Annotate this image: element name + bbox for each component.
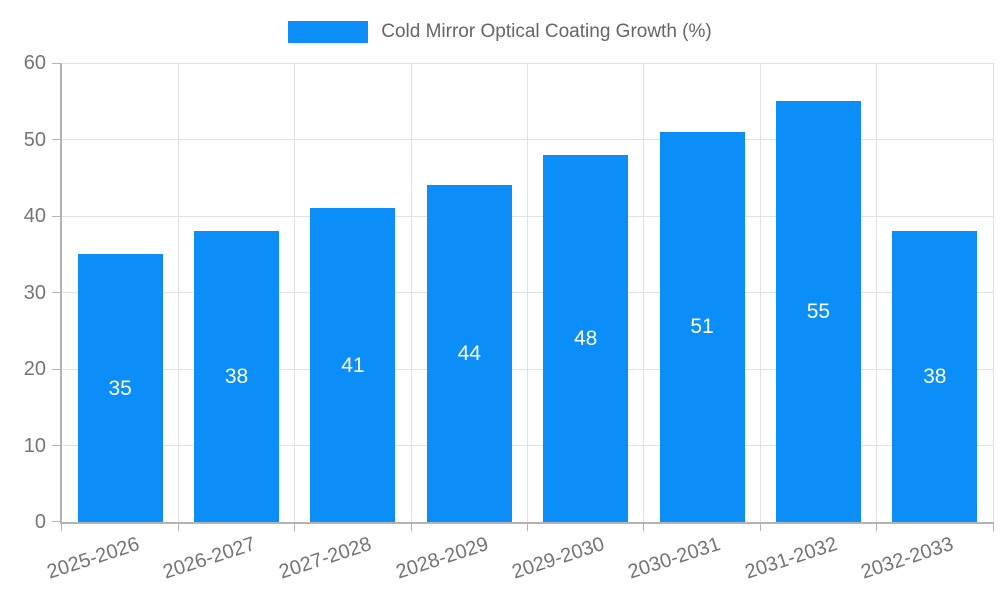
bar-value-label: 35: [108, 376, 132, 400]
y-axis-tick: [52, 368, 60, 370]
bar-value-label: 41: [341, 353, 365, 377]
bar: 55: [775, 101, 861, 522]
x-axis-tick: [876, 522, 878, 531]
gridline-vertical: [759, 63, 761, 522]
x-tick-label: 2025-2026: [43, 533, 142, 584]
x-tick-label: 2032-2033: [858, 533, 957, 584]
legend-label: Cold Mirror Optical Coating Growth (%): [381, 21, 712, 42]
bar-value-label: 48: [574, 326, 598, 350]
x-tick-label: 2029-2030: [509, 533, 608, 584]
plot-area: 35 38 41 44 48 51 55 38: [52, 63, 994, 531]
x-axis-tick: [60, 522, 62, 531]
bar: 44: [426, 185, 512, 522]
bar: 38: [892, 231, 978, 522]
bar-value-label: 51: [690, 315, 714, 339]
y-tick-label: 30: [23, 281, 46, 304]
y-tick-label: 0: [34, 511, 46, 533]
bar-value-label: 38: [923, 365, 947, 389]
y-tick-label: 20: [23, 358, 46, 380]
gridline-vertical: [527, 63, 528, 522]
y-axis-tick: [52, 63, 60, 64]
y-tick-label: 50: [23, 128, 46, 151]
x-tick-label: 2027-2028: [276, 533, 375, 584]
x-axis-tick: [759, 522, 761, 531]
gridline-vertical: [177, 63, 179, 522]
x-tick-label: 2026-2027: [160, 533, 259, 584]
gridline-vertical: [876, 63, 878, 522]
bar-value-label: 55: [806, 300, 831, 324]
x-tick-label: 2031-2032: [742, 533, 840, 584]
y-tick-label: 40: [23, 205, 46, 227]
x-axis-tick: [643, 522, 645, 531]
x-axis-tick: [992, 522, 994, 531]
y-axis-tick: [52, 215, 60, 217]
bar-value-label: 38: [224, 365, 249, 389]
y-axis-tick: [52, 139, 60, 140]
x-axis-tick: [177, 522, 179, 531]
y-axis-tick: [52, 445, 60, 446]
bar: 48: [543, 154, 629, 522]
x-axis-tick: [410, 522, 412, 531]
bar: 51: [659, 131, 745, 522]
y-tick-label: 10: [23, 434, 46, 457]
gridline-vertical: [643, 63, 645, 522]
y-axis-tick: [52, 521, 60, 522]
bar: 38: [194, 231, 280, 522]
legend: Cold Mirror Optical Coating Growth (%): [0, 20, 1000, 44]
x-axis-tick: [527, 522, 528, 531]
gridline-vertical: [294, 63, 296, 522]
y-axis-tick: [52, 292, 60, 293]
y-tick-label: 60: [23, 52, 46, 74]
x-tick-label: 2030-2031: [625, 533, 724, 584]
gridline-vertical: [992, 63, 994, 522]
legend-swatch: [288, 21, 369, 43]
gridline-vertical: [410, 63, 412, 522]
x-axis-tick: [294, 522, 296, 531]
bar-value-label: 44: [457, 342, 481, 366]
bar: 41: [310, 208, 396, 522]
x-tick-label: 2028-2029: [393, 533, 491, 584]
bar: 35: [77, 254, 163, 522]
